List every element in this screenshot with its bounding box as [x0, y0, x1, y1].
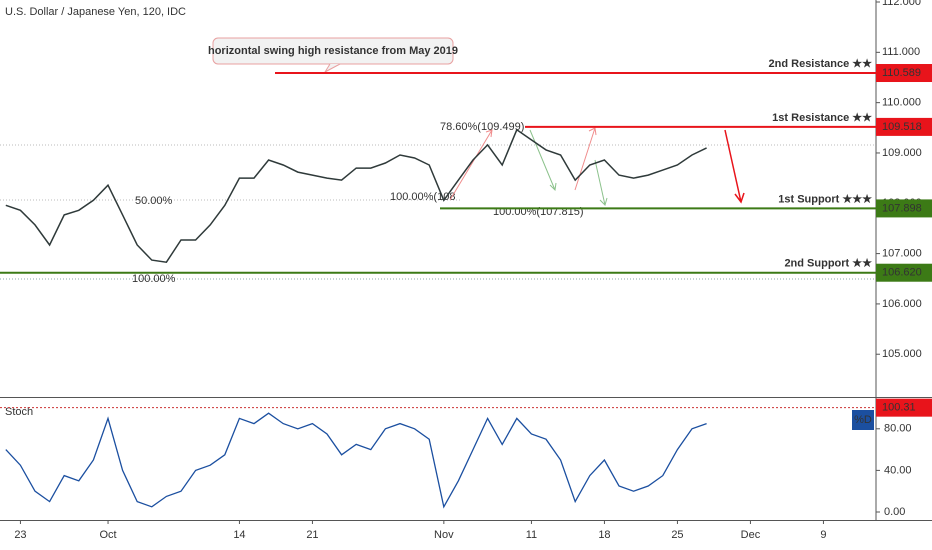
- level-label: 2nd Support ★★: [784, 258, 872, 270]
- x-tick-label: 21: [306, 529, 318, 541]
- level-value-label: 110.589: [882, 67, 921, 79]
- stoch-legend-box: [852, 410, 874, 430]
- y-tick-label: 111.000: [882, 46, 920, 58]
- fib-label: 100.00%: [132, 273, 176, 285]
- fib-label: 50.00%: [135, 195, 173, 207]
- stoch-legend: %D: [854, 414, 872, 426]
- x-tick-label: Dec: [741, 529, 761, 541]
- level-value-box: [876, 64, 932, 83]
- stoch-tick-label: 80.00: [884, 423, 912, 435]
- annotation: horizontal swing high resistance from Ma…: [208, 45, 458, 57]
- level-value-box: [876, 117, 932, 136]
- stoch-title: Stoch: [5, 406, 33, 418]
- pattern-arrows: [449, 127, 745, 206]
- fib-label: 78.60%(109.499): [440, 121, 524, 133]
- y-tick-label: 112.000: [882, 0, 921, 8]
- chart-title: U.S. Dollar / Japanese Yen, 120, IDC: [5, 6, 186, 18]
- stoch-tick-label: 40.00: [884, 464, 912, 476]
- fib-label: 100.00%(108: [390, 191, 455, 203]
- y-tick-label: 106.000: [882, 298, 922, 310]
- x-tick-label: Oct: [99, 529, 116, 541]
- y-tick-label: 105.000: [882, 348, 922, 360]
- level-value-label: 106.620: [882, 267, 922, 279]
- x-tick-label: 18: [598, 529, 610, 541]
- x-tick-label: 25: [671, 529, 683, 541]
- level-value-box: [876, 199, 932, 218]
- level-label: 1st Support ★★★: [778, 193, 872, 205]
- y-tick-label: 109.000: [882, 147, 922, 159]
- level-value-label: 107.898: [882, 202, 922, 214]
- level-label: 2nd Resistance ★★: [769, 58, 873, 70]
- level-value-label: 109.518: [882, 121, 922, 133]
- price-line: [5, 128, 707, 264]
- level-value-box: [876, 263, 932, 282]
- y-tick-label: 110.000: [882, 97, 921, 109]
- x-tick-label: 23: [14, 529, 26, 541]
- level-label: 1st Resistance ★★: [772, 112, 872, 124]
- y-tick-label: 107.000: [882, 248, 922, 260]
- annotation-pointer: [323, 63, 341, 74]
- x-tick-label: Nov: [434, 529, 454, 541]
- x-tick-label: 11: [526, 529, 537, 541]
- x-tick-label: 14: [233, 529, 245, 541]
- stoch-line: [5, 412, 707, 509]
- stoch-level-label: 100.31: [882, 402, 916, 414]
- stoch-tick-label: 0.00: [884, 506, 905, 518]
- x-tick-label: 9: [820, 529, 826, 541]
- stoch-level-box: [876, 398, 932, 417]
